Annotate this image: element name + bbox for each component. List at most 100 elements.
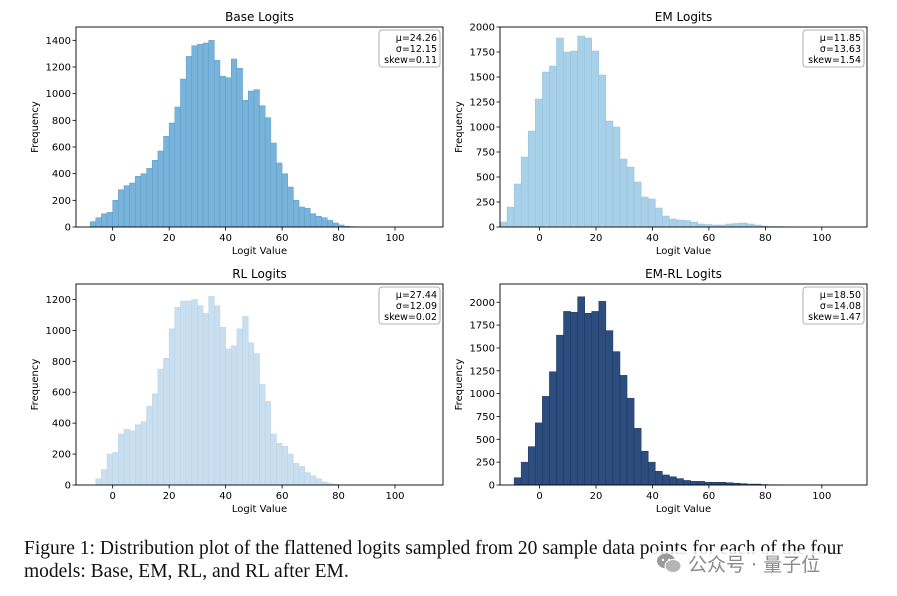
histogram-bar — [327, 220, 334, 228]
x-axis-label: Logit Value — [232, 246, 287, 257]
histogram-bar — [253, 89, 260, 228]
histogram-bar — [242, 316, 249, 486]
x-tick-label: 60 — [276, 233, 289, 244]
histogram-bar — [118, 433, 125, 486]
histogram-bar — [214, 60, 221, 228]
x-tick-label: 80 — [332, 491, 345, 502]
y-axis-label: Frequency — [30, 101, 41, 153]
y-axis-label: Frequency — [30, 359, 41, 411]
y-axis-label: Frequency — [454, 359, 465, 411]
stats-box — [802, 29, 865, 68]
histogram-bar — [236, 68, 243, 228]
y-tick-label: 2000 — [470, 298, 495, 309]
histogram-bar — [298, 206, 305, 228]
y-tick-label: 800 — [52, 116, 71, 127]
histogram-bar — [174, 306, 181, 486]
y-tick-label: 0 — [489, 481, 495, 492]
stats-text: μ=18.50 — [820, 290, 861, 301]
histogram-bar — [106, 212, 113, 228]
histogram-bar — [556, 37, 564, 228]
histogram-bar — [662, 474, 670, 486]
histogram-bar — [225, 348, 232, 486]
histogram-bar — [612, 126, 621, 228]
y-tick-label: 1500 — [470, 343, 495, 354]
histogram-bar — [626, 397, 635, 486]
histogram-bar — [129, 430, 136, 486]
y-tick-label: 200 — [52, 196, 71, 207]
histogram-bar — [276, 443, 283, 486]
histogram-bar — [647, 461, 656, 486]
histogram-bar — [219, 76, 226, 228]
chart-title: EM Logits — [655, 10, 712, 24]
x-tick-label: 40 — [219, 233, 232, 244]
histogram-bar — [168, 328, 176, 486]
histogram-bar — [535, 98, 543, 228]
plot-frame — [75, 283, 444, 486]
histogram-bar — [247, 90, 255, 228]
y-tick-label: 250 — [476, 198, 495, 209]
histogram-bar — [697, 481, 705, 486]
y-tick-label: 1200 — [46, 295, 71, 306]
histogram-bar — [520, 461, 529, 486]
x-tick-label: 100 — [385, 491, 404, 502]
histogram-bar — [690, 221, 698, 228]
chart-title: RL Logits — [232, 267, 287, 281]
x-tick-label: 20 — [163, 491, 176, 502]
stats-text: skew=0.11 — [384, 55, 437, 66]
y-tick-label: 600 — [52, 388, 71, 399]
histogram-bar — [180, 300, 187, 486]
histogram-bar — [626, 166, 635, 228]
plot-frame — [499, 283, 868, 486]
histogram-bar — [157, 150, 164, 228]
histogram-bar — [570, 312, 578, 486]
histogram-bar — [140, 173, 147, 228]
histogram-bar — [570, 50, 578, 228]
stats-text: σ=13.63 — [820, 44, 861, 55]
histogram-bar — [129, 182, 136, 228]
y-tick-label: 750 — [476, 412, 495, 423]
histogram-bar — [163, 136, 170, 228]
histogram-bar — [146, 168, 153, 228]
x-tick-label: 60 — [276, 491, 289, 502]
histogram-bar — [270, 142, 277, 228]
histogram-bar — [633, 181, 642, 228]
x-tick-label: 0 — [536, 233, 542, 244]
histogram-bar — [191, 45, 198, 228]
histogram-bar — [591, 311, 600, 486]
x-tick-label: 80 — [759, 233, 772, 244]
histogram-bar — [231, 345, 238, 486]
histogram-bar — [259, 384, 266, 486]
y-tick-label: 1000 — [470, 123, 495, 134]
histogram-bar — [513, 183, 522, 228]
histogram-bar — [315, 216, 322, 228]
histogram-bar — [140, 421, 147, 486]
histogram-bar — [118, 189, 125, 228]
histogram-bar — [605, 120, 614, 228]
histogram-bar — [683, 220, 691, 228]
stats-text: μ=24.26 — [396, 33, 437, 44]
histogram-bar — [247, 342, 255, 486]
histogram-bar — [236, 328, 243, 486]
stats-text: σ=12.15 — [396, 44, 437, 55]
histogram-bar — [225, 77, 232, 228]
y-tick-label: 600 — [52, 143, 71, 154]
histogram-bar — [214, 305, 221, 486]
y-tick-label: 1750 — [470, 321, 495, 332]
histogram-bar — [655, 471, 663, 486]
histogram-bar — [321, 481, 328, 486]
y-tick-label: 1250 — [470, 366, 495, 377]
histogram-bar — [633, 428, 642, 486]
histogram-bar — [281, 446, 288, 486]
y-axis-label: Frequency — [454, 101, 465, 153]
histogram-bar — [563, 311, 571, 486]
stats-box — [378, 286, 441, 325]
histogram-bar — [332, 222, 339, 228]
histogram-bar — [732, 223, 741, 228]
histogram-bar — [676, 478, 684, 486]
histogram-bar — [101, 469, 108, 486]
y-tick-label: 1750 — [470, 48, 495, 59]
y-tick-label: 0 — [65, 481, 71, 492]
y-tick-label: 500 — [476, 173, 495, 184]
y-tick-label: 0 — [489, 223, 495, 234]
histogram-bar — [264, 117, 272, 228]
